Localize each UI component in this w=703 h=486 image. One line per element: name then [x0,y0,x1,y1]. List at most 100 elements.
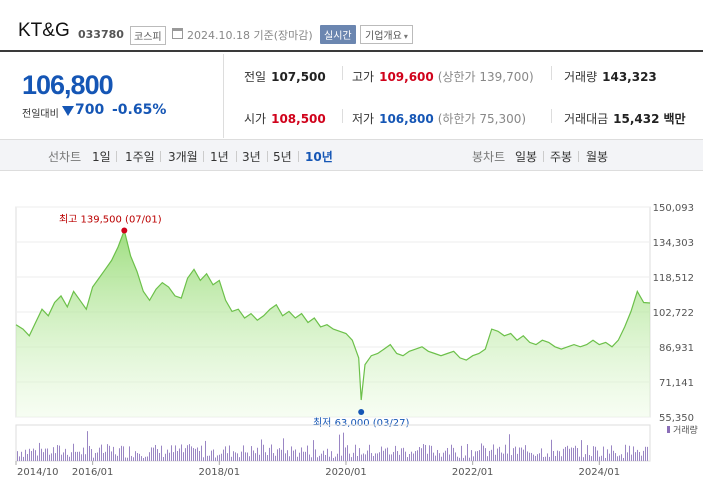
stat-volume: 거래량 143,323 [564,70,657,84]
volume-bar [109,445,110,461]
volume-bar [623,457,624,461]
volume-bar [271,444,272,461]
volume-bar [485,448,486,461]
volume-bar [619,455,620,461]
volume-bar [315,449,316,461]
volume-bar [369,444,370,461]
volume-bar [171,445,172,461]
volume-bar [439,453,440,461]
tab-10year[interactable]: 10년 [305,150,333,164]
tab-1day[interactable]: 1일 [92,150,111,164]
y-tick-label: 86,931 [659,343,694,354]
volume-bar [61,454,62,461]
price-area [16,230,650,417]
stat-high: 고가 109,600 (상한가 139,700) [352,70,534,84]
volume-bar [511,455,512,461]
volume-bar [107,444,108,461]
volume-bar [125,457,126,461]
volume-bar [47,448,48,461]
volume-bar [503,453,504,461]
volume-bar [31,451,32,461]
x-tick-label: 2016/01 [72,467,114,478]
market-badge: 코스피 [130,26,166,45]
volume-bar [643,450,644,461]
volume-bar [395,445,396,461]
volume-bar [443,452,444,461]
volume-bar [249,456,250,461]
volume-bar [577,448,578,461]
volume-bar [347,445,348,461]
volume-bar [289,456,290,461]
volume-bar [33,448,34,461]
realtime-button[interactable]: 실시간 [320,25,356,44]
volume-bar [549,456,550,461]
stock-name: KT&G [18,20,70,41]
volume-bar [605,457,606,461]
volume-bar [221,453,222,461]
volume-bar [419,446,420,461]
tab-monthly[interactable]: 월봉 [586,150,609,164]
volume-bar [291,446,292,461]
volume-bar [157,449,158,461]
volume-bar [609,453,610,461]
volume-bar [473,456,474,461]
volume-bar [513,448,514,461]
tab-3month[interactable]: 3개월 [168,150,198,164]
volume-bar [275,455,276,461]
volume-bar [251,446,252,461]
tab-daily[interactable]: 일봉 [515,150,538,164]
volume-bar [435,455,436,461]
volume-bar [305,451,306,461]
volume-bar [527,451,528,461]
volume-bar [451,444,452,461]
volume-bar [27,454,28,461]
tab-weekly[interactable]: 주봉 [550,150,573,164]
volume-bar [433,452,434,461]
volume-bar [383,450,384,461]
volume-bar [381,446,382,461]
x-tick-label: 2014/10 [17,467,59,478]
volume-bar [481,443,482,461]
volume-bar [423,444,424,461]
volume-bar [99,447,100,461]
volume-bar [633,446,634,461]
volume-bar [627,452,628,461]
volume-bar [445,450,446,461]
volume-bar [215,457,216,461]
volume-bar [35,450,36,461]
volume-bar [147,456,148,461]
change-label: 전일대비 [22,109,59,120]
volume-bar [173,452,174,461]
volume-bar [303,451,304,461]
company-info-dropdown[interactable]: 기업개요 ▾ [360,25,413,44]
volume-bar [497,448,498,461]
volume-bar [371,453,372,461]
volume-bar [101,444,102,461]
volume-bar [19,456,20,461]
volume-bar [501,452,502,461]
volume-bar [51,453,52,461]
price-box: 106,800 전일대비 700 -0.65% [0,54,224,138]
volume-bar [17,451,18,461]
volume-bar [219,454,220,461]
volume-bar [343,432,344,461]
volume-bar [569,448,570,461]
volume-bar [521,447,522,461]
stat-open: 시가 108,500 [244,112,326,126]
volume-bar [593,446,594,461]
tab-3year[interactable]: 3년 [242,150,261,164]
tab-1week[interactable]: 1주일 [125,150,155,164]
volume-bar [621,454,622,461]
volume-bar [475,451,476,461]
volume-bar [385,448,386,461]
volume-bar [297,456,298,461]
volume-bar [207,455,208,461]
volume-bar [321,453,322,461]
volume-bar [255,453,256,461]
volume-bar [43,452,44,461]
stock-code: 033780 [78,28,124,41]
stat-low: 저가 106,800 (하한가 75,300) [352,112,527,126]
volume-bar [25,449,26,461]
tab-1year[interactable]: 1년 [210,150,229,164]
tab-5year[interactable]: 5년 [273,150,292,164]
